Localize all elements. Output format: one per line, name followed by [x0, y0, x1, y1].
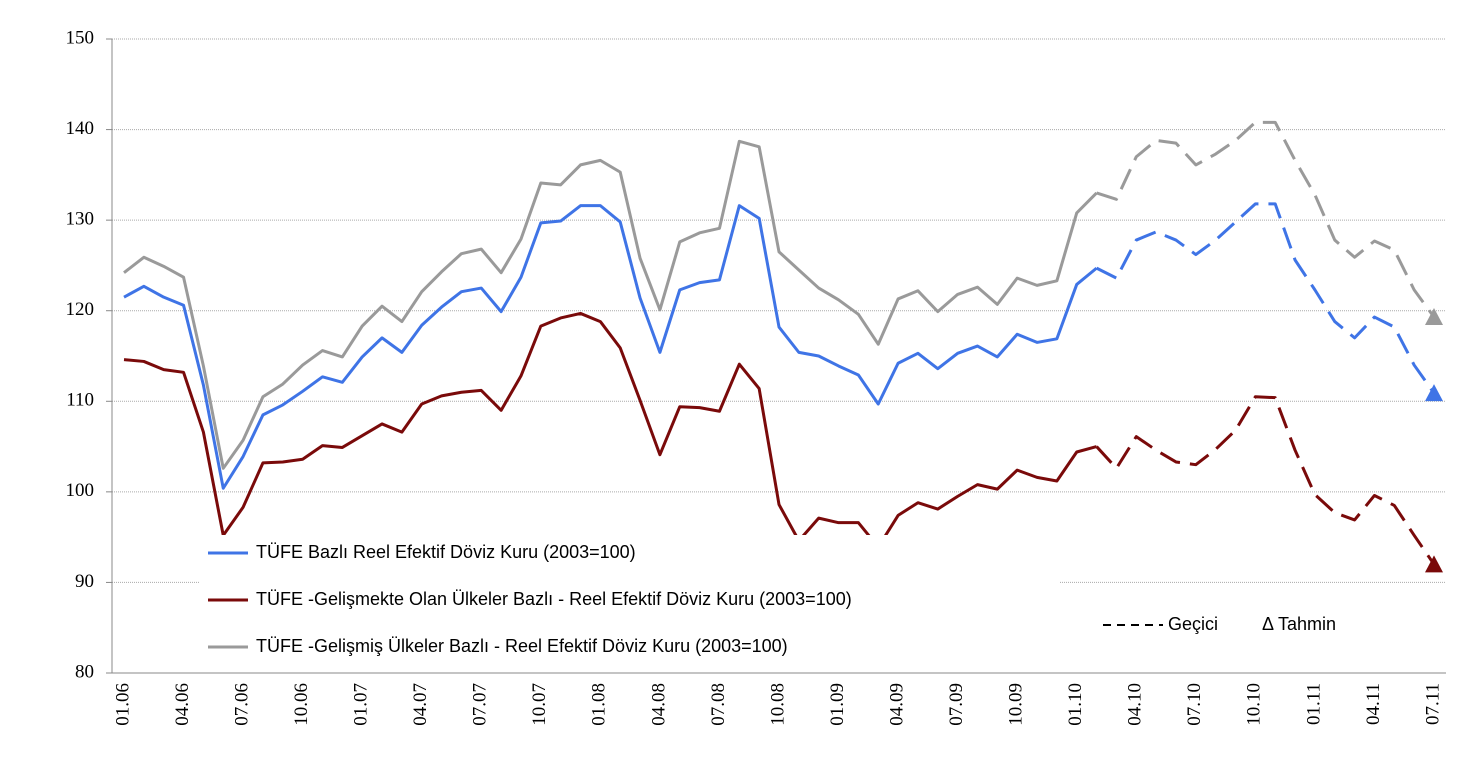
forecast-marker: [1425, 308, 1443, 326]
line: [123, 204, 1098, 490]
line: [123, 139, 1098, 470]
x-tick-label: 01.07: [351, 683, 372, 726]
x-tick-label: 10.06: [291, 683, 312, 726]
x-tick-label: 07.10: [1184, 683, 1205, 726]
x-tick-label: 10.08: [767, 683, 788, 726]
forecast-marker: [1425, 384, 1443, 402]
y-tick-label: 110: [66, 390, 94, 411]
x-tick-label: 10.09: [1006, 683, 1027, 726]
provisional-label: Geçici: [1168, 614, 1218, 634]
line-provisional: [1096, 120, 1436, 318]
line-provisional: [1095, 202, 1436, 394]
x-tick-label: 01.10: [1065, 683, 1086, 726]
x-tick-label: 07.06: [231, 683, 252, 726]
y-tick-label: 130: [66, 209, 95, 230]
x-tick-label: 04.07: [410, 683, 431, 726]
x-tick-label: 07.08: [708, 683, 729, 726]
legend-label: TÜFE -Gelişmiş Ülkeler Bazlı - Reel Efek…: [256, 636, 788, 656]
x-tick-label: 04.10: [1125, 683, 1146, 726]
y-tick-label: 80: [75, 661, 94, 682]
legend-label: TÜFE -Gelişmekte Olan Ülkeler Bazlı - Re…: [256, 589, 852, 609]
x-tick-label: 01.09: [827, 683, 848, 726]
x-tick-label: 07.09: [946, 683, 967, 726]
x-tick-label: 10.07: [529, 683, 550, 726]
line: [123, 311, 1097, 549]
x-tick-label: 07.11: [1422, 683, 1443, 725]
x-tick-label: 07.07: [470, 683, 491, 726]
x-tick-label: 04.09: [886, 683, 907, 726]
y-tick-label: 90: [75, 571, 94, 592]
x-tick-label: 04.08: [648, 683, 669, 726]
x-tick-label: 01.06: [112, 683, 133, 726]
legend-label: TÜFE Bazlı Reel Efektif Döviz Kuru (2003…: [256, 542, 636, 562]
x-tick-label: 04.11: [1363, 683, 1384, 725]
y-tick-label: 150: [66, 27, 95, 48]
y-tick-label: 100: [66, 480, 95, 501]
y-tick-label: 140: [66, 118, 95, 139]
x-tick-label: 10.10: [1244, 683, 1265, 726]
forecast-marker: [1425, 555, 1443, 573]
legend-box: [200, 535, 1060, 670]
x-tick-label: 01.08: [589, 683, 610, 726]
forecast-label: Δ Tahmin: [1262, 614, 1336, 634]
x-tick-label: 04.06: [172, 683, 193, 726]
x-tick-label: 01.11: [1303, 683, 1324, 725]
y-tick-label: 120: [66, 299, 95, 320]
line-provisional: [1095, 395, 1436, 566]
